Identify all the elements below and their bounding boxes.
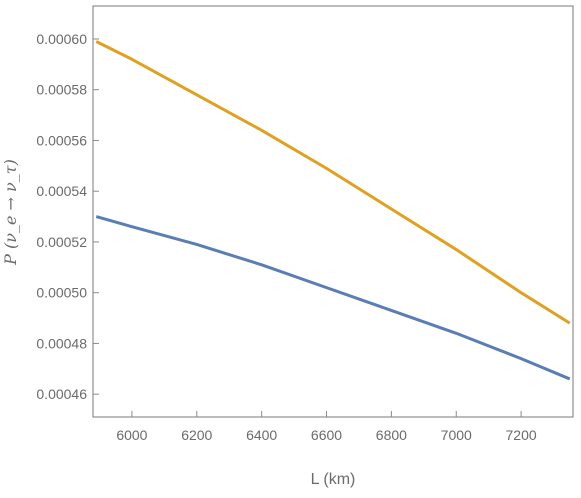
y-tick-label: 0.00052	[36, 234, 87, 250]
plot-frame	[92, 5, 574, 418]
x-tick-label: 7200	[506, 427, 537, 443]
y-tick-label: 0.00054	[36, 183, 87, 199]
series-line-orange	[95, 40, 571, 325]
x-tick-label: 6400	[246, 427, 277, 443]
x-tick-label: 6200	[181, 427, 212, 443]
y-axis: 0.00046 0.00048 0.00050 0.00052 0.00054 0.000…	[36, 31, 99, 402]
series-line-blue	[95, 215, 571, 381]
y-tick-label: 0.00058	[36, 82, 87, 98]
x-tick-label: 6800	[376, 427, 407, 443]
x-axis-title: L (km)	[311, 471, 356, 488]
y-tick-label: 0.00048	[36, 335, 87, 351]
x-tick-label: 6600	[311, 427, 342, 443]
x-tick-label: 7000	[441, 427, 472, 443]
y-tick-label: 0.00056	[36, 132, 87, 148]
y-axis-title: P (ν_e → ν_τ)	[1, 159, 20, 266]
y-tick-label: 0.00060	[36, 31, 87, 47]
y-tick-label: 0.00046	[36, 386, 87, 402]
x-tick-label: 6000	[116, 427, 147, 443]
series-group	[95, 40, 571, 381]
x-axis: 6000 6200 6400 6600 6800 7000 7200	[116, 411, 537, 443]
y-tick-label: 0.00050	[36, 285, 87, 301]
